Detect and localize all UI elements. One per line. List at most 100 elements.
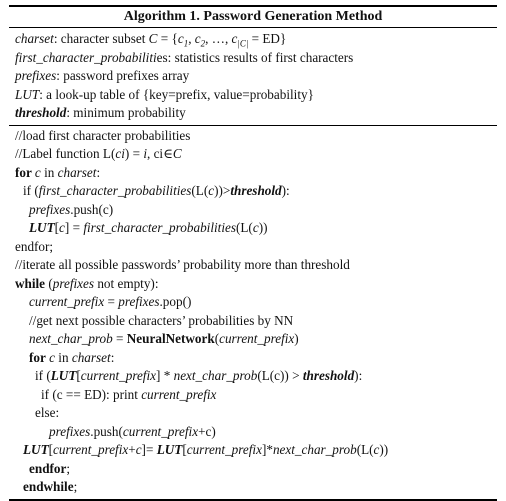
var: LUT xyxy=(50,368,77,383)
def-lut: LUT: a look-up table of {key=prefix, val… xyxy=(15,86,497,105)
def-threshold: threshold: minimum probability xyxy=(15,104,497,123)
var: prefixes xyxy=(29,201,71,217)
code-line: else: xyxy=(35,405,60,420)
var: current_prefix xyxy=(122,423,199,439)
subscript: 1 xyxy=(183,38,189,49)
subscript: 2 xyxy=(200,38,206,49)
text: [ xyxy=(48,442,54,457)
keyword: NeuralNetwork xyxy=(126,331,215,346)
code-line: while (prefixes not empty): xyxy=(15,275,497,294)
var: current_prefix xyxy=(29,294,105,309)
text: ) = xyxy=(124,146,144,161)
var: current_prefix xyxy=(80,368,156,383)
var: current_prefix xyxy=(219,331,295,346)
text: ( xyxy=(214,331,220,346)
text: : xyxy=(96,164,101,180)
text: ] = xyxy=(64,220,84,235)
var: c xyxy=(208,183,215,198)
var: prefixes xyxy=(118,294,160,309)
var: prefixes xyxy=(49,423,91,439)
var: current_prefix xyxy=(53,442,129,457)
var: next_char_prob xyxy=(272,442,357,457)
var: LUT xyxy=(29,220,55,235)
var: charset xyxy=(71,349,111,365)
text: : character subset xyxy=(53,31,149,46)
code-line: //load first character probabilities xyxy=(15,127,191,143)
code-line: current_prefix = prefixes.pop() xyxy=(15,293,497,312)
code-line: next_char_prob = NeuralNetwork(current_p… xyxy=(15,330,497,349)
text: ))> xyxy=(214,183,231,198)
var: c xyxy=(194,31,201,46)
var: C xyxy=(172,146,182,161)
var: prefixes xyxy=(52,275,95,291)
text: .push( xyxy=(90,423,123,439)
text: ) xyxy=(294,331,299,346)
text: .pop() xyxy=(159,294,192,309)
keyword: for xyxy=(29,349,46,365)
var: c xyxy=(252,220,259,235)
top-rule xyxy=(9,5,497,7)
text: [ xyxy=(76,368,81,383)
text: ): xyxy=(281,183,290,198)
text: , ci∈ xyxy=(146,146,173,161)
text: = xyxy=(112,331,127,346)
text: , xyxy=(188,31,195,46)
text: = xyxy=(104,294,119,309)
var: current_prefix xyxy=(186,442,262,457)
text: (L( xyxy=(235,220,253,235)
code-line: for c in charset: xyxy=(15,164,497,183)
var: LUT xyxy=(15,86,40,102)
text: : a look-up table of {key=prefix, value=… xyxy=(39,86,314,102)
code-line: endwhile; xyxy=(15,478,497,497)
var: c xyxy=(49,349,55,365)
text: ; xyxy=(66,460,71,476)
text: ]= xyxy=(141,442,157,457)
code-line: prefixes.push(current_prefix+c) xyxy=(15,423,497,442)
var: LUT xyxy=(23,442,49,457)
code-line: LUT[current_prefix+c]= LUT[current_prefi… xyxy=(15,441,497,460)
code-line: endfor; xyxy=(15,460,497,479)
text: ): xyxy=(354,368,363,383)
var: c xyxy=(231,31,238,46)
keyword: for xyxy=(15,164,35,180)
var: threshold xyxy=(15,105,67,120)
var: first_character_probabilities xyxy=(83,220,236,235)
keyword: endwhile xyxy=(23,479,74,494)
text: in xyxy=(55,349,72,365)
code-line: //iterate all possible passwords’ probab… xyxy=(15,257,350,272)
code-line: if (LUT[current_prefix] * next_char_prob… xyxy=(15,367,497,386)
def-first-char-prob: first_character_probabilities: statistic… xyxy=(15,49,497,68)
keyword: while xyxy=(15,275,46,291)
var: c xyxy=(135,442,142,457)
text: : xyxy=(110,349,115,365)
text: : minimum probability xyxy=(66,105,186,120)
text: )) xyxy=(258,220,268,235)
text: (L( xyxy=(191,183,209,198)
var-c-set: C xyxy=(148,31,158,46)
def-charset: charset: character subset C = {c1, c2, …… xyxy=(15,30,497,49)
text: +c) xyxy=(198,423,216,439)
algorithm-box: Algorithm 1. Password Generation Method … xyxy=(9,5,497,501)
text: : password prefixes array xyxy=(56,68,190,83)
code-line: if (c == ED): print current_prefix xyxy=(15,386,497,405)
code-line: endfor; xyxy=(15,238,54,254)
var: c xyxy=(59,220,65,235)
code-line: for c in charset: xyxy=(15,349,497,368)
text: (L(c)) > xyxy=(257,368,303,383)
subscript: |C| xyxy=(237,38,249,49)
keyword: endfor xyxy=(29,460,67,476)
algorithm-body: //load first character probabilities //L… xyxy=(9,126,497,501)
text: ( xyxy=(45,275,53,291)
text: + xyxy=(128,442,136,457)
var: LUT xyxy=(156,442,183,457)
var: ci xyxy=(115,146,125,161)
var: first_character_probabiliti xyxy=(15,49,157,65)
var: next_char_prob xyxy=(29,331,113,346)
var: next_char_prob xyxy=(173,368,258,383)
var: current_prefix xyxy=(141,386,217,402)
code-line: LUT[c] = first_character_probabilities(L… xyxy=(15,219,497,238)
text: not empty): xyxy=(94,275,159,291)
text: if (c == ED): print xyxy=(41,386,142,402)
text: in xyxy=(40,164,58,180)
text: (L( xyxy=(356,442,374,457)
